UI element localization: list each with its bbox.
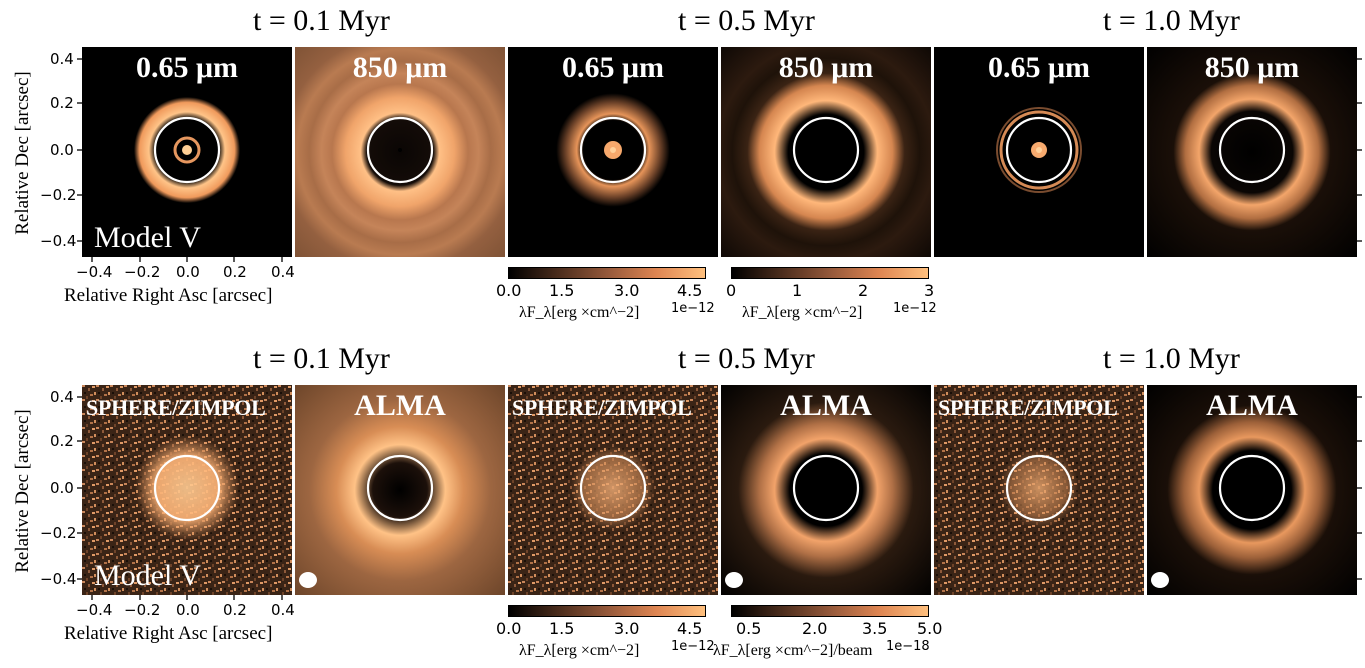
image-panel-r1-3: 850 μm	[721, 47, 931, 257]
panel-label-r2-1: ALMA	[354, 389, 446, 422]
cbar-tick-r2-0-3: 4.5	[677, 619, 703, 638]
ytick-r2-1: 0.2	[50, 432, 74, 450]
time-title-row2-1: t = 0.5 Myr	[678, 342, 815, 375]
panel-label-r1-0: 0.65 μm	[136, 51, 238, 84]
cbar-tick-r1-0-1: 1.5	[549, 281, 575, 300]
xtick-r2-0: −0.4	[76, 601, 113, 619]
cbar-tick-r1-1-0: 0	[726, 281, 737, 300]
panel-label-r1-5: 850 μm	[1204, 51, 1300, 84]
ring-markers	[153, 116, 1286, 522]
ytick-r2-2: 0.0	[50, 479, 74, 497]
xtick-r1-2: 0.0	[176, 263, 200, 281]
time-title-row2-0: t = 0.1 Myr	[253, 342, 390, 375]
ytick-r1-2: 0.0	[50, 141, 74, 159]
cbar-label-r2-1: λF_λ[erg ×cm^−2]/beam	[713, 642, 873, 659]
xtick-r2-1: −0.2	[124, 601, 161, 619]
time-title-row1-1: t = 0.5 Myr	[678, 4, 815, 37]
cbar-tick-r1-0-0: 0.0	[496, 281, 522, 300]
image-panel-r1-4: 0.65 μm	[934, 47, 1144, 257]
xtick-r1-4: 0.4	[271, 263, 295, 281]
cbar-label-r2-0: λF_λ[erg ×cm^−2]	[519, 642, 640, 659]
cbar-tick-r1-1-1: 1	[792, 281, 803, 300]
time-title-row1-2: t = 1.0 Myr	[1103, 4, 1240, 37]
ytick-r2-3: −0.2	[40, 524, 77, 542]
image-panel-r2-4: SPHERE/ZIMPOL	[934, 385, 1144, 595]
xlabel-row1: Relative Right Asc [arcsec]	[64, 285, 273, 306]
image-panel-r1-1: 850 μm	[295, 47, 505, 257]
model-label-r2: Model V	[94, 559, 201, 592]
ytick-r1-4: −0.4	[40, 232, 77, 250]
model-label-r1: Model V	[94, 221, 201, 254]
ytick-r2-0: 0.4	[50, 388, 74, 406]
image-panel-r2-3: ALMA	[721, 385, 931, 595]
cbar-exp-r1-1: 1e−12	[893, 301, 937, 316]
ylabel-row2: Relative Dec [arcsec]	[12, 409, 33, 573]
cbar-tick-r2-1-0: 0.5	[736, 619, 762, 638]
ytick-r1-0: 0.4	[50, 50, 74, 68]
colorbar-r2-1	[731, 605, 929, 617]
panel-label-r1-3: 850 μm	[778, 51, 874, 84]
ylabel-row1: Relative Dec [arcsec]	[12, 71, 33, 235]
cbar-exp-r1-0: 1e−12	[671, 301, 715, 316]
time-title-row1-0: t = 0.1 Myr	[253, 4, 390, 37]
beam-ellipses	[299, 572, 1169, 588]
image-panel-r2-0: SPHERE/ZIMPOL Model V	[82, 385, 292, 595]
cbar-tick-r1-0-2: 3.0	[614, 281, 640, 300]
panel-label-r1-2: 0.65 μm	[562, 51, 664, 84]
cbar-tick-r1-0-3: 4.5	[677, 281, 703, 300]
cbar-exp-r2-0: 1e−12	[671, 639, 715, 654]
colorbar-r1-0	[508, 267, 706, 279]
image-panel-r2-1: ALMA	[295, 385, 505, 595]
panel-label-r2-3: ALMA	[780, 389, 872, 422]
xtick-r2-4: 0.4	[271, 601, 295, 619]
xtick-r2-2: 0.0	[176, 601, 200, 619]
xtick-r1-0: −0.4	[76, 263, 113, 281]
cbar-tick-r2-0-0: 0.0	[496, 619, 522, 638]
axis-ticks	[77, 58, 1362, 600]
cbar-tick-r1-1-2: 2	[858, 281, 869, 300]
cbar-tick-r2-1-3: 5.0	[917, 619, 943, 638]
panel-label-r2-5: ALMA	[1206, 389, 1298, 422]
image-panel-r1-5: 850 μm	[1147, 47, 1357, 257]
colorbar-r2-0	[508, 605, 706, 617]
panel-label-r2-0: SPHERE/ZIMPOL	[86, 395, 266, 420]
time-title-row2-2: t = 1.0 Myr	[1103, 342, 1240, 375]
cbar-label-r1-1: λF_λ[erg ×cm^−2]	[742, 304, 863, 321]
colorbar-r1-1	[731, 267, 929, 279]
cbar-tick-r1-1-3: 3	[924, 281, 935, 300]
image-panel-r2-5: ALMA	[1147, 385, 1357, 595]
cbar-tick-r2-0-1: 1.5	[549, 619, 575, 638]
cbar-label-r1-0: λF_λ[erg ×cm^−2]	[519, 304, 640, 321]
ytick-r1-3: −0.2	[40, 186, 77, 204]
panel-label-r2-2: SPHERE/ZIMPOL	[512, 395, 692, 420]
ytick-r1-1: 0.2	[50, 94, 74, 112]
cbar-tick-r2-1-1: 2.0	[802, 619, 828, 638]
cbar-tick-r2-0-2: 3.0	[614, 619, 640, 638]
xlabel-row2: Relative Right Asc [arcsec]	[64, 623, 273, 644]
image-panel-r2-2: SPHERE/ZIMPOL	[508, 385, 718, 595]
xtick-r1-3: 0.2	[223, 263, 247, 281]
panel-label-r2-4: SPHERE/ZIMPOL	[938, 395, 1118, 420]
image-panel-r1-0: 0.65 μm Model V	[82, 47, 292, 257]
ytick-r2-4: −0.4	[40, 570, 77, 588]
xtick-r2-3: 0.2	[223, 601, 247, 619]
cbar-exp-r2-1: 1e−18	[886, 639, 930, 654]
cbar-tick-r2-1-2: 3.5	[862, 619, 888, 638]
panel-label-r1-1: 850 μm	[352, 51, 448, 84]
panel-label-r1-4: 0.65 μm	[988, 51, 1090, 84]
image-panel-r1-2: 0.65 μm	[508, 47, 718, 257]
xtick-r1-1: −0.2	[124, 263, 161, 281]
